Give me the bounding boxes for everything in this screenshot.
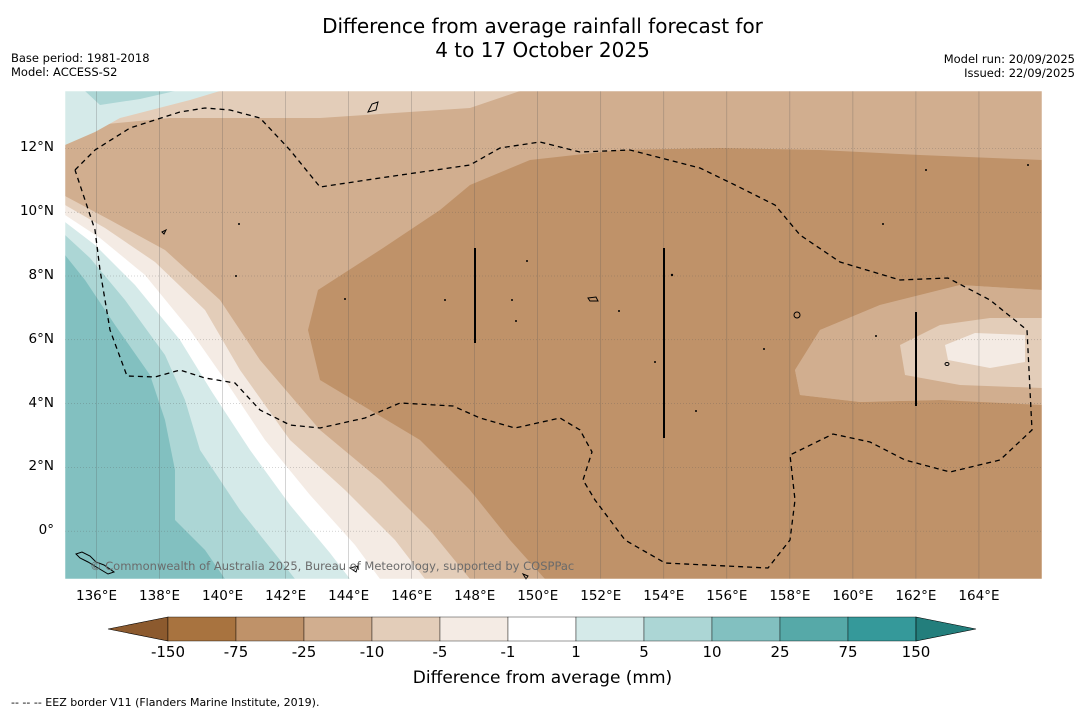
colorbar-swatch [303, 616, 373, 642]
colorbar-swatch [779, 616, 849, 642]
colorbar-tick-label: 10 [702, 643, 722, 661]
map-fill-layers [65, 91, 1042, 579]
fill-band-m75-m25 [308, 148, 1042, 579]
colorbar-swatch [575, 616, 645, 642]
x-tick-label: 164°E [958, 588, 1000, 604]
x-tick-label: 136°E [75, 588, 118, 604]
colorbar-swatch [643, 616, 713, 642]
x-tick-label: 156°E [706, 588, 748, 604]
base-period: Base period: 1981-2018 [11, 51, 150, 65]
map-title-line1: Difference from average rainfall forecas… [322, 14, 763, 38]
colorbar-swatch [847, 616, 917, 642]
y-tick-label: 8°N [28, 266, 54, 283]
island-outlines [75, 101, 950, 580]
colorbar-tick-label: -75 [223, 643, 249, 661]
y-tick-label: 12°N [19, 139, 54, 156]
fill-band-p10-p25 [65, 255, 225, 579]
eez-footnote: -- -- -- EEZ border V11 (Flanders Marine… [11, 696, 320, 709]
colorbar-swatch [711, 616, 781, 642]
colorbar-swatch [439, 616, 509, 642]
colorbar [107, 616, 977, 642]
y-tick-label: 10°N [19, 203, 54, 220]
colorbar-under-arrow [107, 616, 169, 642]
colorbar-tick-label: -1 [500, 643, 516, 661]
fill-band-east-m5 [945, 333, 1025, 368]
copyright-notice: © Commonwealth of Australia 2025, Bureau… [90, 559, 575, 573]
y-tick-label: 6°N [28, 330, 54, 347]
fill-nw-p5-p10 [85, 91, 175, 105]
x-tick-label: 146°E [391, 588, 433, 604]
y-tick-label: 2°N [28, 458, 54, 475]
fill-nw-p1-p5 [65, 91, 220, 145]
colorbar-tick-label: -150 [150, 643, 186, 661]
colorbar-over-arrow [915, 616, 977, 642]
colorbar-tick-label: 75 [838, 643, 858, 661]
colorbar-tick-label: 25 [770, 643, 790, 661]
x-tick-label: 144°E [328, 588, 370, 604]
island-dots [235, 164, 1029, 412]
colorbar-swatch [371, 616, 441, 642]
map-gridlines [65, 91, 1042, 579]
x-tick-label: 150°E [517, 588, 559, 604]
issued-date: Issued: 22/09/2025 [964, 66, 1075, 80]
colorbar-tick-label: 150 [901, 643, 931, 661]
x-tick-label: 140°E [202, 588, 244, 604]
colorbar-tick-label: 1 [571, 643, 581, 661]
x-tick-label: 158°E [769, 588, 811, 604]
colorbar-title: Difference from average (mm) [412, 668, 673, 688]
map-title-line2: 4 to 17 October 2025 [435, 38, 650, 62]
model-run: Model run: 20/09/2025 [943, 52, 1075, 66]
colorbar-swatch [235, 616, 305, 642]
x-tick-label: 160°E [832, 588, 874, 604]
x-tick-label: 148°E [454, 588, 496, 604]
colorbar-tick-label: -10 [359, 643, 385, 661]
x-tick-label: 152°E [580, 588, 622, 604]
y-tick-label: 0° [38, 522, 54, 539]
model-name: Model: ACCESS-S2 [11, 65, 118, 79]
map-frame [64, 90, 1043, 580]
eez-border [74, 107, 1033, 569]
x-tick-label: 138°E [139, 588, 181, 604]
x-tick-label: 154°E [643, 588, 685, 604]
y-tick-label: 4°N [28, 394, 54, 411]
colorbar-swatch [507, 616, 577, 642]
colorbar-swatch [167, 616, 237, 642]
colorbar-tick-label: -25 [291, 643, 317, 661]
x-tick-label: 162°E [895, 588, 937, 604]
colorbar-tick-label: 5 [639, 643, 649, 661]
x-tick-label: 142°E [265, 588, 307, 604]
colorbar-tick-label: -5 [432, 643, 448, 661]
